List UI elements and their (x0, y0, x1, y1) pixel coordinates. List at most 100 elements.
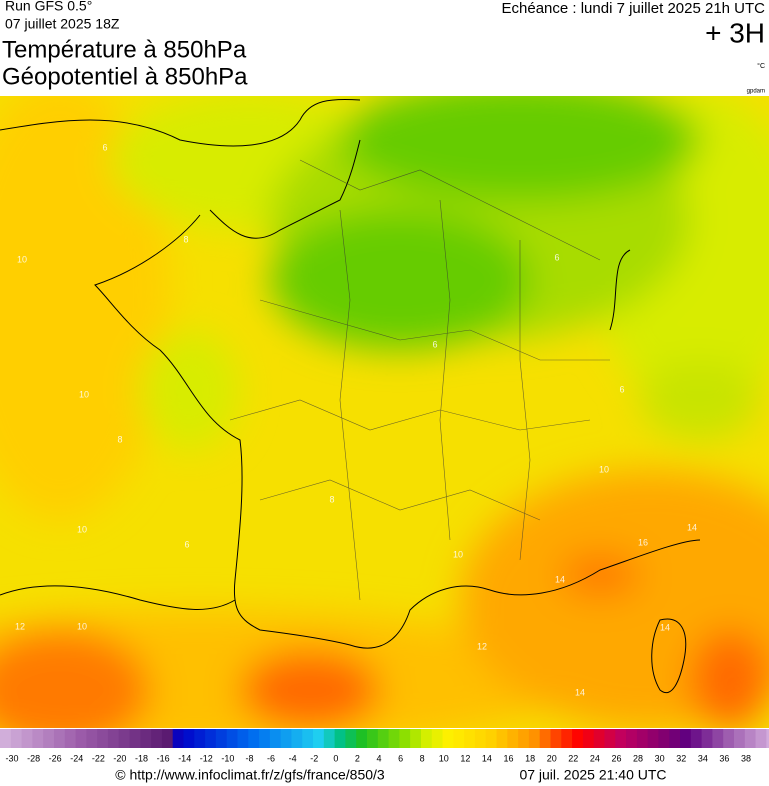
contour-label: 8 (329, 494, 334, 504)
colorbar-tick-label: 28 (633, 753, 643, 763)
colorbar-swatch (129, 729, 141, 748)
colorbar-swatch (474, 729, 487, 748)
colorbar-tick-label: 24 (590, 753, 600, 763)
colorbar-swatch (734, 729, 746, 748)
contour-label: 6 (554, 252, 559, 262)
colorbar-swatch (766, 729, 769, 748)
colorbar: -30 -28 -26 -24 -22 -20 -18 -16 -14 -12 -10 -8 -6 -4-… (0, 729, 769, 763)
contour-label: 6 (184, 539, 189, 549)
colorbar-swatch (259, 729, 271, 748)
forecast-time: Echéance : lundi 7 juillet 2025 21h UTC (502, 0, 766, 17)
colorbar-swatch (194, 729, 206, 748)
colorbar-swatch (86, 729, 98, 748)
contour-label: 8 (117, 434, 122, 444)
contour-label: 10 (599, 464, 609, 474)
contour-label: 14 (555, 574, 565, 584)
colorbar-swatch (10, 729, 23, 748)
colorbar-swatch (507, 729, 519, 748)
colorbar-tick-label: -22 (92, 753, 105, 763)
temperature-field: 6 10 8 10 8 10 6 12 10 6 6 6 8 10 10 14 16 14 12 14 14 (0, 96, 769, 728)
colorbar-swatch (248, 729, 260, 748)
colorbar-swatch (237, 729, 249, 748)
colorbar-swatch (151, 729, 163, 748)
colorbar-tick-label: -6 (267, 753, 275, 763)
colorbar-tick-label: 26 (611, 753, 621, 763)
title-line-1: Température à 850hPa (2, 36, 247, 63)
colorbar-swatch (53, 729, 66, 748)
colorbar-swatch (313, 729, 325, 748)
contour-label: 6 (102, 142, 107, 152)
colorbar-swatch (539, 729, 551, 748)
contour-label: 12 (477, 641, 487, 651)
contour-label: 6 (432, 339, 437, 349)
timestamp: 07 juil. 2025 21:40 UTC (519, 767, 666, 783)
colorbar-swatch (464, 729, 476, 748)
colorbar-swatch (431, 729, 444, 748)
colorbar-tick-label: -24 (70, 753, 83, 763)
colorbar-swatch (75, 729, 87, 748)
colorbar-swatch (712, 729, 724, 748)
colorbar-swatch (334, 729, 346, 748)
colorbar-swatch (269, 729, 282, 748)
colorbar-swatch (615, 729, 627, 748)
colorbar-tick-label: -28 (27, 753, 40, 763)
colorbar-swatch (107, 729, 120, 748)
colorbar-tick-label: 18 (525, 753, 535, 763)
colorbar-tick-label: 14 (482, 753, 492, 763)
source-url: © http://www.infoclimat.fr/z/gfs/france/… (115, 767, 385, 783)
contour-label: 6 (619, 384, 624, 394)
colorbar-swatch (593, 729, 605, 748)
colorbar-swatch (388, 729, 400, 748)
colorbar-swatch (582, 729, 595, 748)
colorbar-swatch (172, 729, 184, 748)
colorbar-swatch (205, 729, 217, 748)
colorbar-tick-label: 4 (376, 753, 381, 763)
colorbar-swatch (215, 729, 228, 748)
colorbar-tick-label: 20 (547, 753, 557, 763)
run-date: 07 juillet 2025 18Z (5, 16, 120, 32)
contour-label: 14 (687, 522, 697, 532)
unit: °C (757, 62, 765, 70)
contour-label: 10 (79, 389, 89, 399)
colorbar-tick-label: 10 (439, 753, 449, 763)
colorbar-swatch (701, 729, 713, 748)
colorbar-swatch (97, 729, 109, 748)
colorbar-tick-label: 38 (741, 753, 751, 763)
colorbar-swatch (442, 729, 454, 748)
colorbar-tick-label: 22 (568, 753, 578, 763)
colorbar-tick-label: 16 (504, 753, 514, 763)
colorbar-tick-label: -4 (289, 753, 297, 763)
colorbar-swatch (118, 729, 131, 748)
colorbar-swatch (690, 729, 703, 748)
colorbar-tick-label: 32 (676, 753, 686, 763)
colorbar-swatch (420, 729, 433, 748)
colorbar-tick-label: 36 (719, 753, 729, 763)
colorbar-tick-label: -30 (5, 753, 18, 763)
colorbar-swatch (496, 729, 508, 748)
colorbar-swatch (572, 729, 584, 748)
colorbar-tick-label: -8 (245, 753, 253, 763)
contour-label: 8 (183, 234, 188, 244)
colorbar-swatch (410, 729, 422, 748)
colorbar-swatch (744, 729, 757, 748)
colorbar-tick-label: 2 (355, 753, 360, 763)
contour-label: 14 (575, 687, 585, 697)
colorbar-swatch (140, 729, 152, 748)
colorbar-tick-label: -12 (200, 753, 213, 763)
contour-label: 10 (77, 524, 87, 534)
colorbar-tick-label: -16 (157, 753, 170, 763)
colorbar-swatch (669, 729, 681, 748)
colorbar-tick-label: -26 (49, 753, 62, 763)
colorbar-swatch (226, 729, 238, 748)
colorbar-tick-label: 30 (655, 753, 665, 763)
colorbar-swatch (323, 729, 336, 748)
colorbar-swatch (518, 729, 530, 748)
colorbar-swatch (21, 729, 33, 748)
colorbar-swatch (64, 729, 77, 748)
contour-labels: 6 10 8 10 8 10 6 12 10 6 6 6 8 10 10 14 16 14 12 14 14 (15, 142, 697, 697)
colorbar-swatch (345, 729, 357, 748)
colorbar-swatch (32, 729, 44, 748)
colorbar-swatch (485, 729, 498, 748)
